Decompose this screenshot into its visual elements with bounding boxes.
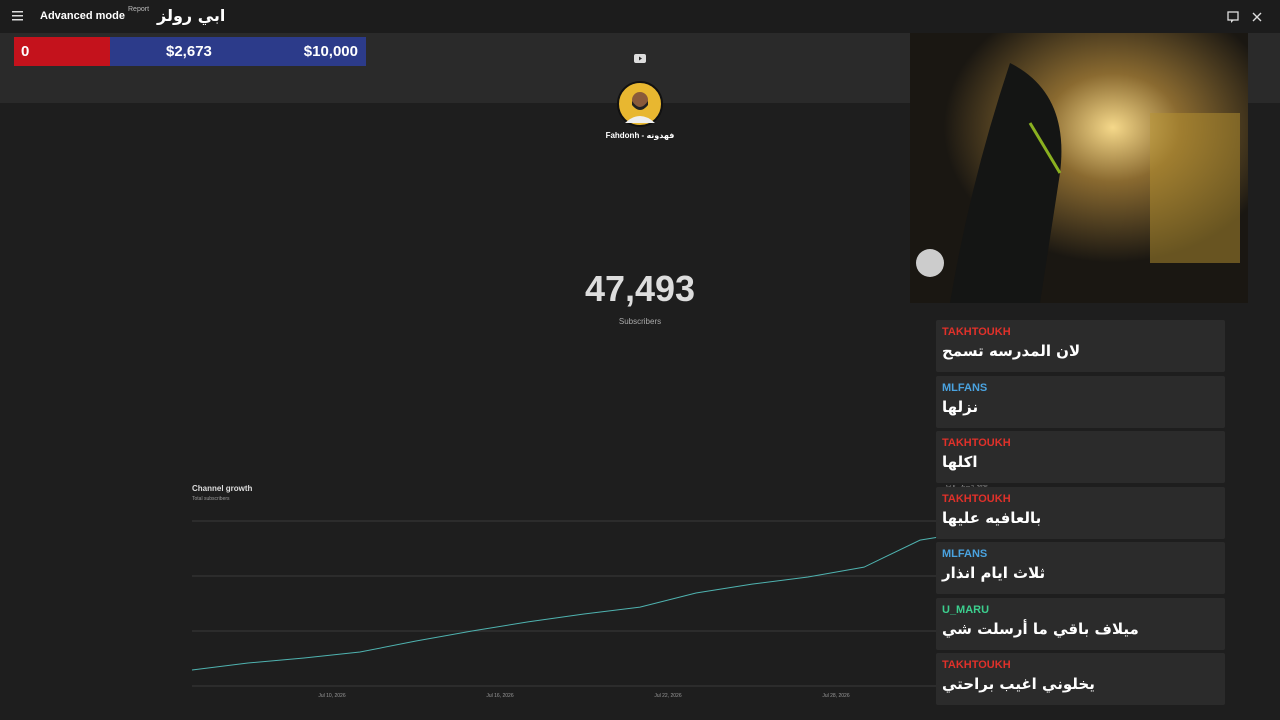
- chat-user: TAKHTOUKH: [942, 659, 1011, 671]
- chat-user: TAKHTOUKH: [942, 437, 1011, 449]
- chat-text: ميلاف باقي ما أرسلت شي: [942, 619, 1139, 638]
- chat-text: نزلها: [942, 397, 979, 416]
- chat-message: TAKHTOUKH لان المدرسه تسمح: [936, 320, 1225, 372]
- goal-current-bar: 0: [14, 37, 110, 66]
- menu-icon[interactable]: [12, 11, 24, 21]
- chat-message: U_MARU ميلاف باقي ما أرسلت شي: [936, 597, 1225, 650]
- close-icon[interactable]: [1252, 12, 1262, 22]
- chat-user: TAKHTOUKH: [942, 492, 1011, 505]
- chat-user: MLFANS: [942, 381, 988, 394]
- chat-text: يخلوني اغيب براحتي: [942, 675, 1095, 693]
- subscriber-label: Subscribers: [618, 317, 662, 326]
- goal-bar: $2,673 $10,000: [110, 37, 366, 66]
- chat-message: TAKHTOUKH بالعافيه عليها: [936, 486, 1225, 539]
- chat-message: MLFANS نزلها: [936, 375, 1225, 428]
- chat-user: TAKHTOUKH: [942, 326, 1011, 338]
- chat-message: TAKHTOUKH اكلها: [936, 431, 1225, 483]
- goal-target: $10,000: [303, 43, 358, 60]
- mode-title[interactable]: Advanced mode: [40, 10, 125, 22]
- chat-text: لان المدرسه تسمح: [942, 342, 1081, 360]
- goal-raised: $2,673: [166, 43, 212, 60]
- report-link[interactable]: Report: [128, 6, 150, 13]
- growth-line: [191, 523, 1033, 671]
- chat-text: بالعافيه عليها: [942, 508, 1042, 527]
- x-tick-label: Jul 22, 2026: [654, 693, 681, 699]
- chart-subtitle: Total subscribers: [192, 496, 230, 502]
- chat-message: TAKHTOUKH يخلوني اغيب براحتي: [936, 653, 1225, 705]
- channel-name: Fahdonh - فهدونه: [605, 131, 675, 140]
- youtube-icon: [634, 54, 646, 63]
- chat-text: اكلها: [942, 453, 978, 471]
- chat-text: ثلاث ايام انذار: [942, 564, 1046, 582]
- x-tick-label: Jul 10, 2026: [318, 693, 345, 699]
- feedback-icon[interactable]: [1227, 11, 1239, 23]
- top-bar: Advanced mode Report ابي رولز: [0, 0, 1280, 33]
- chat-user: U_MARU: [942, 603, 990, 616]
- chat-user: MLFANS: [942, 548, 988, 560]
- chat-message: MLFANS ثلاث ايام انذار: [936, 542, 1225, 594]
- subscriber-count: 47,493: [584, 268, 696, 309]
- webcam: [910, 33, 1248, 303]
- x-tick-label: Jul 28, 2026: [822, 693, 849, 699]
- x-tick-label: Jul 16, 2026: [486, 693, 513, 699]
- avatar: [617, 81, 663, 127]
- chart-title: Channel growth: [192, 484, 253, 493]
- stream-title: ابي رولز: [157, 6, 226, 25]
- goal-current: 0: [21, 43, 30, 60]
